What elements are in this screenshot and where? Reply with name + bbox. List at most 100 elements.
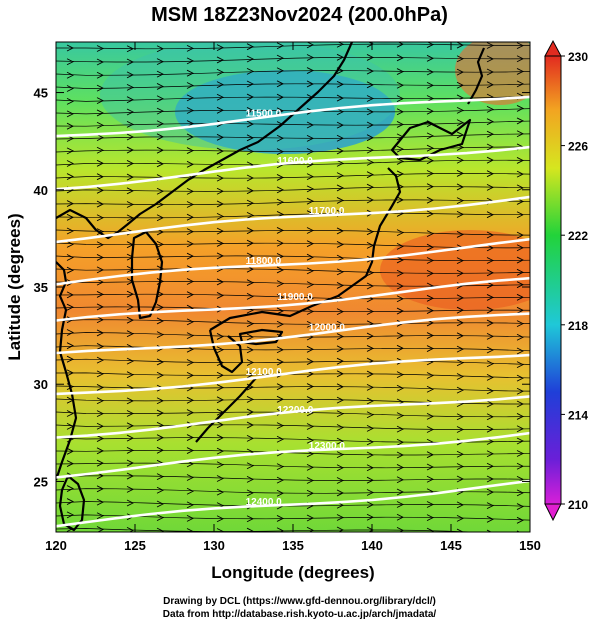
wind-arrow <box>186 57 195 65</box>
wind-arrow <box>186 107 195 114</box>
wind-arrow <box>66 227 75 235</box>
wind-arrow <box>96 266 105 274</box>
wind-arrow <box>516 244 525 252</box>
wind-arrow <box>516 105 525 112</box>
colorbar-ticks: 230 226 222 218 214 210 <box>561 50 588 512</box>
wind-arrow <box>276 280 285 288</box>
wind-arrow <box>186 44 195 52</box>
wind-arrow <box>216 68 225 76</box>
wind-arrow <box>66 460 75 467</box>
streamline <box>56 424 530 430</box>
wind-arrow <box>366 67 375 75</box>
wind-arrow <box>186 94 195 102</box>
wind-arrow <box>66 71 75 79</box>
wind-arrow <box>126 45 135 53</box>
wind-arrow <box>126 146 135 154</box>
y-ticks: 25 30 35 40 45 <box>34 86 530 489</box>
wind-arrow <box>396 501 405 508</box>
wind-arrow <box>246 346 255 354</box>
wind-arrow <box>246 434 255 442</box>
wind-arrow <box>456 373 465 380</box>
wind-arrow <box>276 293 285 301</box>
wind-arrow <box>156 58 165 66</box>
wind-arrow <box>516 55 525 63</box>
wind-arrow <box>486 425 495 433</box>
wind-arrow <box>456 294 465 302</box>
wind-arrow <box>516 117 525 125</box>
wind-arrow <box>186 160 195 168</box>
warm-region-ne <box>455 42 530 105</box>
wind-arrow <box>66 498 75 505</box>
wind-arrow <box>96 526 105 532</box>
wind-arrow <box>456 319 465 327</box>
wind-arrow <box>186 240 195 248</box>
wind-arrow <box>456 332 465 340</box>
wind-arrow <box>306 173 315 181</box>
wind-arrow <box>96 146 105 154</box>
wind-arrow <box>366 451 375 459</box>
streamline <box>56 449 530 456</box>
contour-label: 12100.0 <box>246 367 283 378</box>
wind-arrow <box>96 303 105 311</box>
wind-arrow <box>246 476 255 483</box>
wind-arrow <box>96 291 105 298</box>
height-contour <box>56 195 530 244</box>
wind-arrow <box>156 317 165 325</box>
wind-arrow <box>96 459 105 467</box>
wind-arrow <box>276 239 285 247</box>
wind-arrow <box>246 462 255 470</box>
wind-arrow <box>306 396 315 403</box>
wind-arrow <box>456 119 465 127</box>
wind-arrow <box>96 397 105 405</box>
wind-arrow <box>396 68 405 75</box>
wind-arrow <box>216 447 225 455</box>
wind-arrow <box>126 371 135 379</box>
wind-arrow <box>186 147 195 154</box>
streamline <box>56 462 530 469</box>
streamline <box>56 43 530 50</box>
wind-arrow <box>456 345 465 353</box>
wind-arrow <box>336 370 345 378</box>
wind-arrow <box>336 383 345 391</box>
wind-arrow <box>336 308 345 316</box>
wind-arrow <box>156 120 165 128</box>
wind-arrow <box>96 370 105 378</box>
wind-arrow <box>516 184 525 192</box>
wind-arrow <box>366 171 375 179</box>
wind-arrow <box>486 515 495 523</box>
wind-arrow <box>126 187 135 195</box>
wind-arrow <box>366 134 375 142</box>
streamline <box>56 255 530 262</box>
wind-arrow <box>246 527 255 532</box>
wind-arrow <box>246 489 255 497</box>
y-tick-label: 40 <box>34 183 48 198</box>
x-tick-label: 150 <box>519 538 541 553</box>
wind-arrow <box>186 291 195 299</box>
wind-arrow <box>246 199 255 207</box>
contour-label: 12300.0 <box>309 441 346 452</box>
wind-arrow <box>366 513 375 521</box>
wind-arrow <box>216 461 225 469</box>
wind-arrow <box>306 80 315 88</box>
wind-arrow <box>336 227 345 235</box>
wind-arrow <box>126 316 135 324</box>
wind-arrow <box>276 515 285 522</box>
wind-arrow <box>426 426 435 433</box>
wind-arrow <box>396 196 405 204</box>
coast-taiwan <box>58 474 86 532</box>
wind-arrow <box>426 82 435 89</box>
wind-arrow <box>336 172 345 180</box>
wind-arrow <box>366 308 375 315</box>
wind-arrow <box>216 384 225 391</box>
wind-arrow <box>216 515 225 523</box>
wind-arrow <box>216 212 225 220</box>
wind-arrow <box>156 409 165 417</box>
wind-arrow <box>426 501 435 508</box>
wind-arrow <box>486 400 495 408</box>
wind-arrow <box>396 412 405 420</box>
wind-arrow <box>366 95 375 102</box>
cool-region <box>100 42 400 150</box>
wind-arrow <box>126 434 135 442</box>
wind-arrow <box>156 146 165 154</box>
wind-arrow <box>396 282 405 290</box>
